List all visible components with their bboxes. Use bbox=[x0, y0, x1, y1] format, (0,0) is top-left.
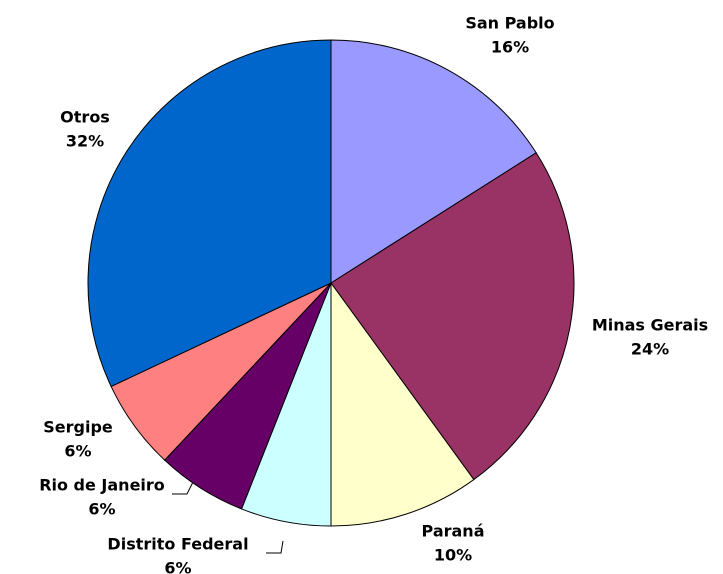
slice-value-label: 10% bbox=[434, 546, 472, 565]
pie-slice bbox=[330, 152, 575, 481]
slice-value-label: 6% bbox=[88, 500, 115, 519]
slice-label: Paraná bbox=[422, 522, 485, 541]
leader-line bbox=[266, 540, 284, 554]
slice-label: Otros bbox=[60, 108, 110, 127]
slice-value-label: 24% bbox=[631, 340, 669, 359]
slice-value-label: 16% bbox=[491, 38, 529, 57]
pie-slice bbox=[87, 39, 332, 388]
slice-value-label: 6% bbox=[64, 442, 91, 461]
slice-label: Distrito Federal bbox=[107, 535, 248, 554]
slice-label: San Pablo bbox=[465, 14, 554, 33]
slice-value-label: 32% bbox=[66, 132, 104, 151]
slice-label: Rio de Janeiro bbox=[39, 476, 165, 495]
slice-value-label: 6% bbox=[164, 559, 191, 574]
leader-line bbox=[172, 481, 194, 495]
pie-slice bbox=[330, 281, 475, 527]
slice-label: Minas Gerais bbox=[592, 316, 708, 335]
slice-label: Sergipe bbox=[43, 418, 113, 437]
pie-slice bbox=[330, 39, 537, 284]
